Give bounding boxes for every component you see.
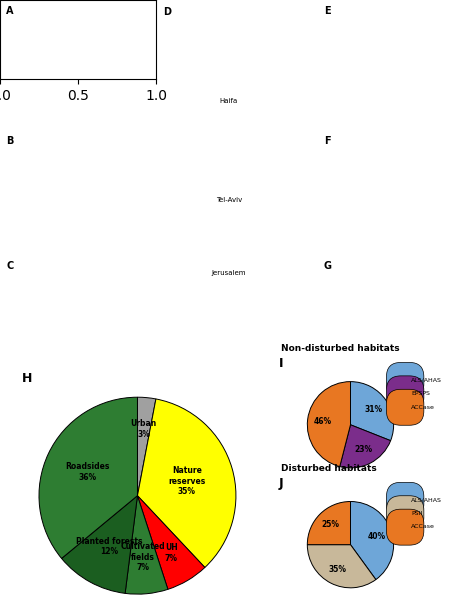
Text: 23%: 23% [354, 445, 372, 454]
FancyBboxPatch shape [386, 509, 424, 545]
Text: 31%: 31% [365, 405, 383, 413]
Text: D: D [163, 7, 171, 18]
Text: Nature
reserves
35%: Nature reserves 35% [168, 466, 205, 497]
Text: 35%: 35% [329, 565, 347, 574]
FancyBboxPatch shape [386, 376, 424, 412]
Text: Tel-Aviv: Tel-Aviv [216, 197, 242, 203]
Text: Disturbed habitats: Disturbed habitats [281, 464, 377, 473]
Text: B: B [6, 136, 14, 146]
Text: 46%: 46% [314, 417, 332, 426]
Wedge shape [307, 544, 376, 588]
Text: ALS/AHAS: ALS/AHAS [411, 498, 442, 503]
Text: 40%: 40% [368, 532, 386, 541]
Wedge shape [307, 501, 350, 544]
Text: F: F [324, 136, 330, 146]
Wedge shape [137, 399, 236, 568]
Text: G: G [324, 260, 332, 271]
Text: Roadsides
36%: Roadsides 36% [65, 463, 109, 482]
Text: A: A [6, 6, 14, 16]
FancyBboxPatch shape [386, 496, 424, 532]
Text: C: C [6, 260, 13, 271]
Text: H: H [22, 371, 32, 384]
Text: ACCase: ACCase [411, 404, 435, 410]
FancyBboxPatch shape [386, 362, 424, 398]
FancyBboxPatch shape [386, 483, 424, 518]
Wedge shape [340, 425, 391, 468]
Text: ALS/AHAS: ALS/AHAS [411, 378, 442, 382]
Text: Planted forests
12%: Planted forests 12% [76, 537, 143, 557]
Wedge shape [62, 496, 137, 594]
Wedge shape [137, 397, 156, 496]
FancyBboxPatch shape [386, 389, 424, 426]
Text: E: E [324, 6, 330, 16]
Text: UH
7%: UH 7% [165, 543, 178, 563]
Wedge shape [137, 496, 205, 589]
Text: Urban
3%: Urban 3% [131, 419, 157, 439]
Text: J: J [279, 477, 283, 490]
Wedge shape [39, 397, 137, 558]
Text: PSII: PSII [411, 511, 423, 516]
Wedge shape [350, 382, 393, 441]
Wedge shape [350, 501, 393, 580]
Text: EPSPS: EPSPS [411, 391, 430, 396]
Text: Jerusalem: Jerusalem [212, 271, 246, 276]
Text: Haifa: Haifa [220, 98, 238, 104]
Text: Non-disturbed habitats: Non-disturbed habitats [281, 344, 400, 353]
Text: ACCase: ACCase [411, 524, 435, 529]
Text: I: I [279, 358, 283, 370]
Wedge shape [307, 382, 350, 467]
Text: 25%: 25% [322, 520, 340, 529]
Wedge shape [125, 496, 168, 594]
Text: Cultivated
fields
7%: Cultivated fields 7% [121, 542, 165, 572]
